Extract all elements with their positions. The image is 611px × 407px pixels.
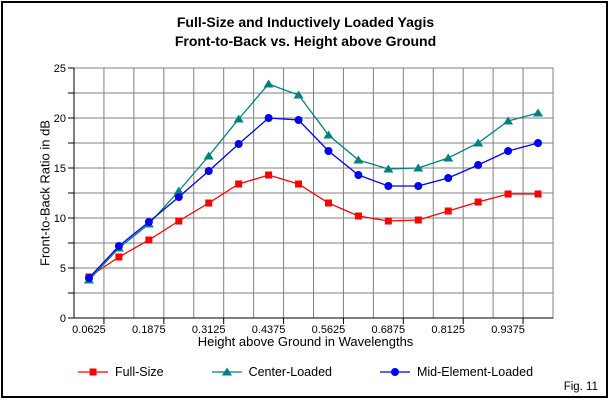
x-axis-title: Height above Ground in Wavelengths	[197, 334, 414, 349]
data-point-full-size	[205, 199, 213, 207]
legend-item-full-size: Full-Size	[77, 365, 164, 379]
x-tick-label: 0.0625	[72, 324, 106, 336]
data-point-mid-element-loaded	[414, 182, 423, 190]
x-tick-label: 0.1875	[132, 324, 166, 336]
data-point-center-loaded	[203, 151, 214, 160]
data-point-full-size	[474, 198, 482, 206]
data-point-center-loaded	[353, 155, 364, 164]
x-tick-label: 0.4375	[252, 324, 286, 336]
x-tick-label: 0.8125	[431, 324, 465, 336]
y-tick-label: 20	[54, 113, 66, 125]
data-point-full-size	[414, 216, 422, 224]
data-point-center-loaded	[503, 116, 514, 125]
data-point-center-loaded	[413, 163, 424, 172]
data-point-mid-element-loaded	[294, 116, 303, 124]
data-point-mid-element-loaded	[114, 242, 123, 250]
data-point-full-size	[384, 217, 392, 225]
data-point-center-loaded	[473, 138, 484, 147]
data-point-center-loaded	[443, 153, 454, 162]
data-point-mid-element-loaded	[264, 114, 273, 122]
x-tick-label: 0.9375	[491, 324, 525, 336]
mid-element-loaded-marker-icon	[379, 368, 410, 376]
data-point-full-size	[265, 171, 273, 179]
data-point-full-size	[175, 217, 183, 225]
data-point-full-size	[354, 212, 362, 220]
center-loaded-marker-icon	[211, 367, 242, 376]
data-point-center-loaded	[383, 164, 394, 173]
legend-marker	[390, 368, 399, 376]
data-point-mid-element-loaded	[504, 147, 513, 155]
series-line-full-size	[88, 174, 539, 278]
data-point-mid-element-loaded	[444, 174, 453, 182]
legend-marker	[89, 368, 97, 376]
y-tick-label: 5	[60, 263, 66, 275]
y-axis-title: Front-to-Back Ratio in dB	[37, 120, 53, 266]
data-point-center-loaded	[533, 108, 544, 117]
data-point-mid-element-loaded	[474, 161, 483, 169]
x-tick-label: 0.6875	[372, 324, 406, 336]
legend-item-center-loaded: Center-Loaded	[211, 365, 332, 379]
series-line-mid-element-loaded	[88, 117, 539, 279]
data-point-full-size	[534, 190, 542, 198]
series-line-center-loaded	[88, 83, 539, 281]
data-point-center-loaded	[233, 114, 244, 123]
data-point-mid-element-loaded	[354, 171, 363, 179]
legend-label-center-loaded: Center-Loaded	[248, 365, 332, 379]
data-point-center-loaded	[173, 186, 184, 195]
data-point-mid-element-loaded	[144, 218, 153, 226]
data-point-mid-element-loaded	[84, 274, 93, 282]
full-size-marker-icon	[77, 368, 108, 376]
data-point-center-loaded	[323, 130, 334, 139]
data-point-mid-element-loaded	[534, 139, 543, 147]
legend-label-mid-element-loaded: Mid-Element-Loaded	[416, 365, 534, 379]
x-tick-label: 0.5625	[312, 324, 346, 336]
data-point-center-loaded	[293, 90, 304, 99]
data-point-mid-element-loaded	[324, 147, 333, 155]
figure-number: Fig. 11	[563, 381, 598, 393]
data-point-full-size	[504, 190, 512, 198]
legend: Full-Size Center-Loaded Mid-Element-Load…	[0, 365, 611, 379]
data-point-full-size	[295, 180, 303, 188]
data-point-mid-element-loaded	[174, 193, 183, 201]
chart-title: Full-Size and Inductively Loaded Yagis F…	[0, 13, 611, 51]
data-point-full-size	[115, 253, 123, 261]
y-tick-label: 10	[54, 213, 66, 225]
data-point-full-size	[145, 236, 153, 244]
data-point-full-size	[324, 199, 332, 207]
chart-title-line2: Front-to-Back vs. Height above Ground	[174, 33, 437, 49]
data-point-center-loaded	[263, 79, 274, 88]
y-tick-label: 0	[60, 313, 66, 325]
y-tick-label: 25	[54, 63, 66, 75]
x-tick-label: 0.3125	[192, 324, 226, 336]
legend-item-mid-element-loaded: Mid-Element-Loaded	[379, 365, 534, 379]
data-point-full-size	[235, 180, 243, 188]
legend-marker	[221, 367, 232, 376]
y-tick-label: 15	[54, 163, 66, 175]
chart-title-line1: Full-Size and Inductively Loaded Yagis	[176, 14, 435, 30]
data-point-mid-element-loaded	[234, 140, 243, 148]
data-point-mid-element-loaded	[384, 182, 393, 190]
data-point-full-size	[444, 207, 452, 215]
data-point-mid-element-loaded	[204, 167, 213, 175]
legend-label-full-size: Full-Size	[114, 365, 164, 379]
